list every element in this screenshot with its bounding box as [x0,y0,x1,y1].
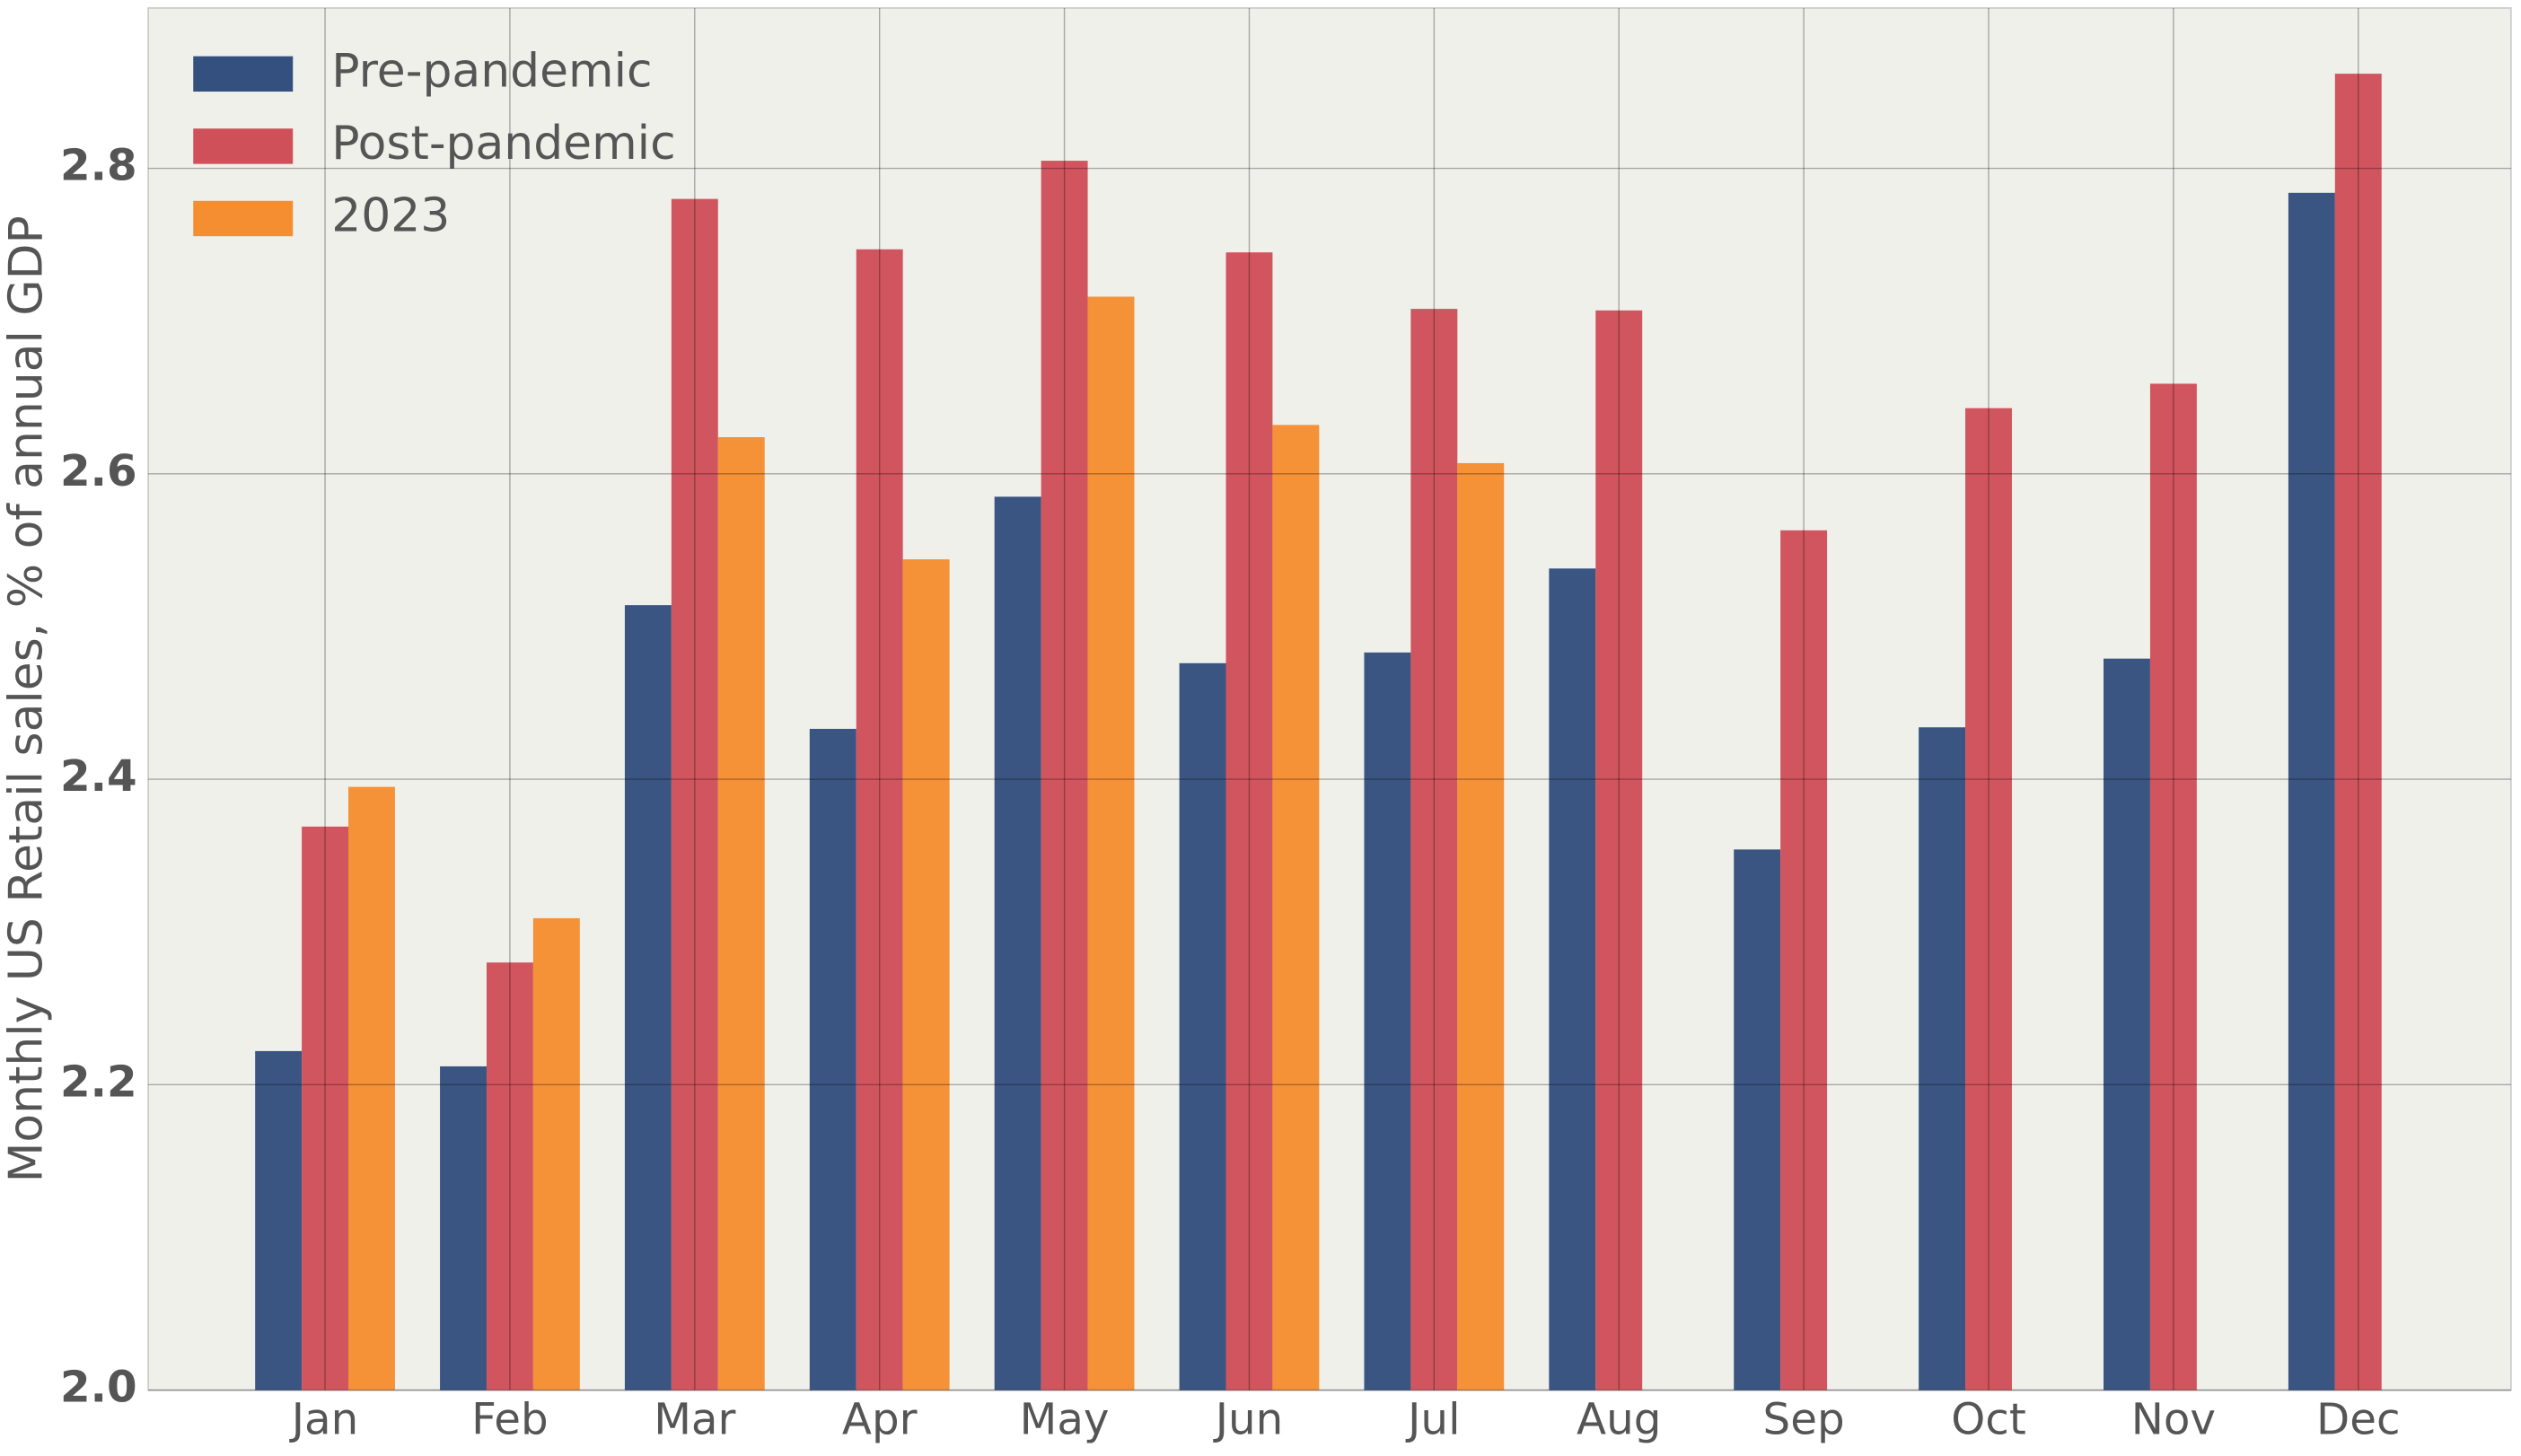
legend-swatch [193,200,294,237]
bar [671,198,718,1390]
bar [902,559,950,1390]
bar [856,249,903,1390]
bar [1965,408,2012,1390]
y-tick-label: 2.2 [60,1057,137,1107]
x-tick-label: Sep [1763,1394,1845,1444]
bar [302,826,349,1390]
bar [1272,425,1320,1390]
x-tick-label: Jun [1213,1394,1284,1444]
bar [2334,74,2382,1390]
bar [1780,530,1828,1390]
legend-swatch [193,56,294,92]
bar [348,786,395,1390]
bar [1549,568,1596,1390]
bar [1225,252,1273,1390]
x-tick-label: Aug [1577,1394,1661,1444]
x-tick-label: Jan [289,1394,359,1444]
y-tick-label: 2.4 [60,751,137,802]
legend-label: Post-pandemic [331,117,675,171]
bar [440,1066,487,1390]
bar [1179,662,1226,1390]
legend-label: Pre-pandemic [331,44,652,98]
bar [1364,652,1411,1390]
bar [624,605,672,1390]
legend-label: 2023 [331,189,450,242]
bar [2288,192,2335,1390]
x-tick-label: Dec [2316,1394,2401,1444]
bar [1041,161,1088,1390]
bar [2149,383,2197,1390]
bar [1919,727,1966,1390]
bar [1410,309,1458,1390]
bar [1734,849,1781,1390]
bar [1457,462,1505,1390]
x-tick-label: Apr [842,1394,918,1444]
bar [486,962,533,1390]
x-tick-label: Jul [1405,1394,1460,1444]
bar [1087,296,1135,1390]
bar [994,496,1041,1390]
bar [532,917,580,1390]
y-axis-label: Monthly US Retail sales, % of annual GDP [0,215,54,1182]
x-tick-label: May [1020,1394,1110,1444]
legend-swatch [193,128,294,164]
x-tick-label: Oct [1951,1394,2026,1444]
y-tick-label: 2.8 [60,141,137,191]
y-tick-label: 2.0 [60,1363,137,1413]
x-tick-label: Feb [471,1394,549,1444]
x-tick-label: Nov [2131,1394,2216,1444]
bar [1595,310,1643,1390]
y-tick-label: 2.6 [60,446,137,496]
bar [809,728,856,1390]
bar [255,1050,303,1390]
bar [717,437,765,1390]
bar [2104,658,2150,1390]
x-tick-label: Mar [654,1394,735,1444]
